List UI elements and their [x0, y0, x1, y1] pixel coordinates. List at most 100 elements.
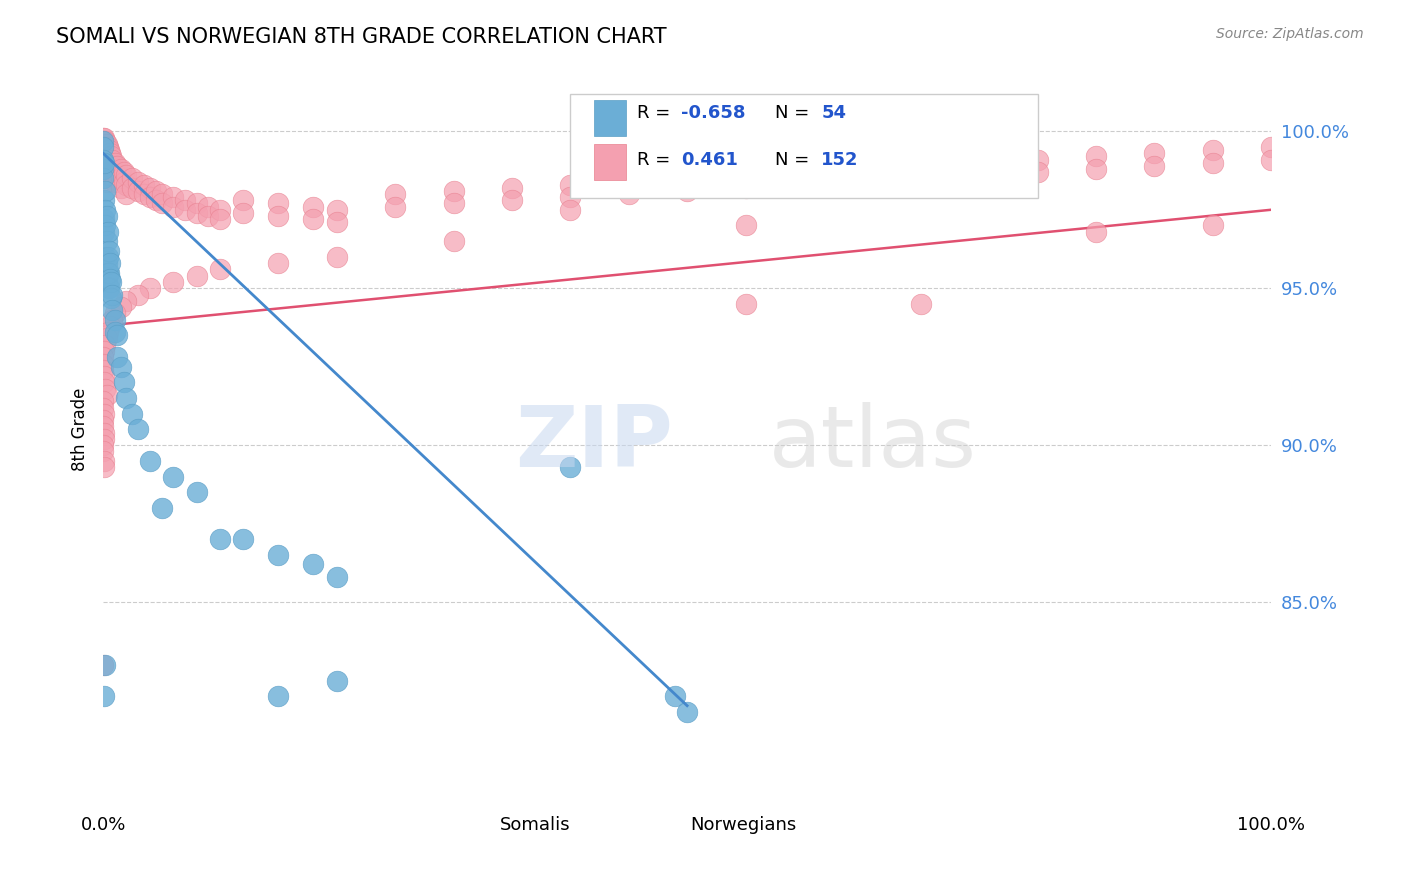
Text: SOMALI VS NORWEGIAN 8TH GRADE CORRELATION CHART: SOMALI VS NORWEGIAN 8TH GRADE CORRELATIO…	[56, 27, 666, 46]
Point	[101, 312, 124, 326]
Point	[232, 206, 254, 220]
Point	[1202, 155, 1225, 169]
Point	[96, 155, 118, 169]
Point	[98, 244, 121, 258]
Text: R =: R =	[637, 104, 676, 122]
Point	[1084, 161, 1107, 176]
Point	[967, 155, 990, 169]
Point	[94, 657, 117, 672]
Text: R =: R =	[637, 152, 682, 169]
Point	[91, 413, 114, 427]
Text: 0.0%: 0.0%	[80, 815, 125, 833]
Point	[98, 281, 121, 295]
Point	[96, 165, 118, 179]
Point	[208, 533, 231, 547]
Point	[96, 209, 118, 223]
Point	[105, 168, 128, 182]
Point	[93, 407, 115, 421]
Point	[443, 196, 465, 211]
Point	[101, 161, 124, 176]
Point	[139, 190, 162, 204]
Point	[302, 200, 325, 214]
Point	[100, 149, 122, 163]
Point	[560, 190, 582, 204]
Point	[94, 161, 117, 176]
Point	[851, 174, 873, 188]
Point	[97, 168, 120, 182]
Point	[93, 369, 115, 384]
Point	[145, 194, 167, 208]
Point	[96, 388, 118, 402]
Point	[186, 485, 208, 500]
Point	[94, 250, 117, 264]
Text: ZIP: ZIP	[515, 402, 672, 485]
Point	[139, 181, 162, 195]
Point	[98, 165, 121, 179]
Point	[98, 155, 121, 169]
Point	[104, 174, 127, 188]
Point	[384, 187, 406, 202]
Point	[98, 256, 121, 270]
Point	[325, 215, 347, 229]
Point	[105, 159, 128, 173]
Point	[91, 134, 114, 148]
Point	[1143, 159, 1166, 173]
Point	[101, 153, 124, 167]
Point	[267, 690, 290, 704]
Point	[734, 219, 756, 233]
Point	[91, 401, 114, 415]
Point	[96, 275, 118, 289]
Point	[94, 171, 117, 186]
Point	[115, 187, 138, 202]
Point	[112, 174, 135, 188]
Point	[93, 344, 115, 359]
Point	[105, 351, 128, 365]
Point	[94, 202, 117, 217]
Point	[443, 234, 465, 248]
Point	[197, 200, 219, 214]
Point	[94, 219, 117, 233]
Point	[91, 394, 114, 409]
Point	[93, 690, 115, 704]
Point	[110, 359, 132, 374]
Point	[98, 146, 121, 161]
Point	[186, 206, 208, 220]
FancyBboxPatch shape	[571, 94, 1038, 198]
Point	[110, 171, 132, 186]
Point	[734, 297, 756, 311]
Point	[793, 165, 815, 179]
Point	[93, 165, 115, 179]
Point	[91, 149, 114, 163]
Point	[232, 533, 254, 547]
Point	[302, 558, 325, 572]
Point	[101, 303, 124, 318]
Point	[560, 202, 582, 217]
Point	[173, 202, 195, 217]
Point	[91, 140, 114, 154]
Point	[325, 202, 347, 217]
Point	[97, 325, 120, 339]
Point	[94, 149, 117, 163]
Point	[96, 234, 118, 248]
FancyBboxPatch shape	[650, 809, 682, 839]
Point	[443, 184, 465, 198]
Point	[105, 328, 128, 343]
Point	[93, 454, 115, 468]
Point	[1202, 219, 1225, 233]
Point	[186, 268, 208, 283]
Point	[267, 209, 290, 223]
Point	[93, 140, 115, 154]
Point	[1084, 225, 1107, 239]
Point	[734, 168, 756, 182]
Point	[115, 178, 138, 192]
Point	[734, 181, 756, 195]
Point	[97, 250, 120, 264]
Point	[150, 187, 173, 202]
Point	[967, 168, 990, 182]
Point	[302, 212, 325, 227]
Point	[115, 391, 138, 405]
Point	[97, 225, 120, 239]
Point	[110, 181, 132, 195]
Point	[97, 159, 120, 173]
Point	[267, 196, 290, 211]
